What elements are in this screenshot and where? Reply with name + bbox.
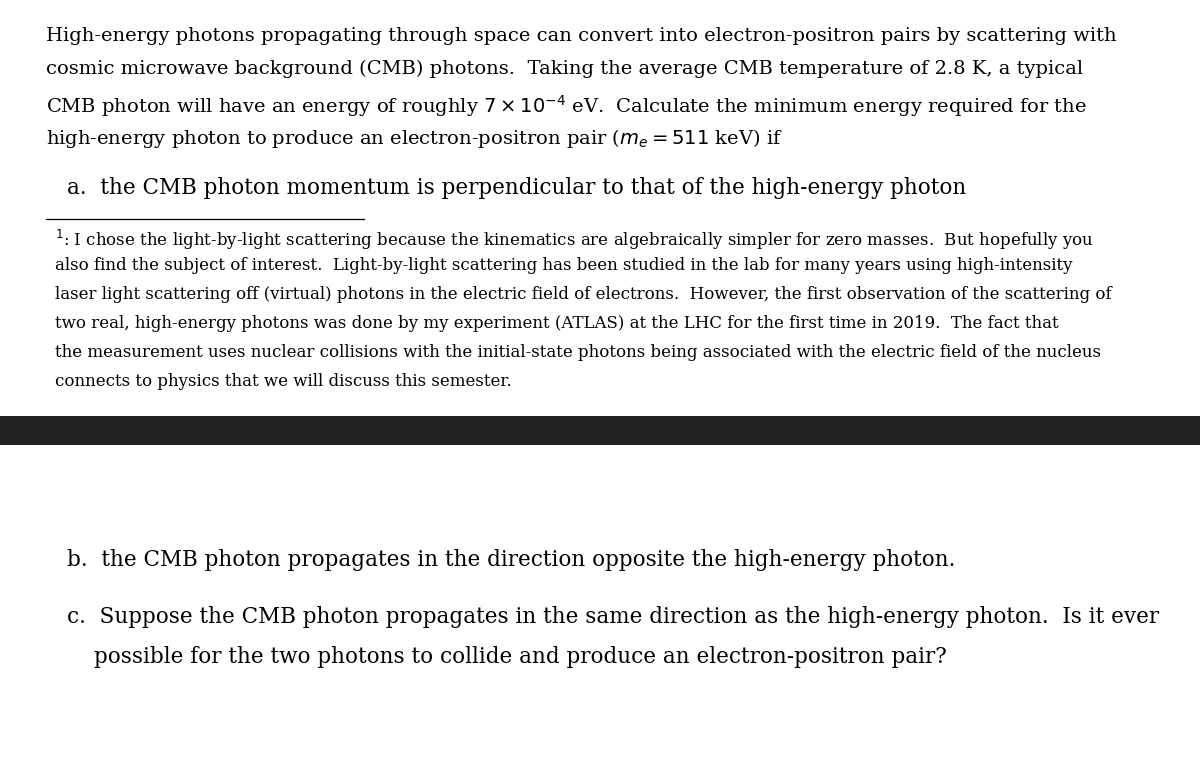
Bar [0,416,1200,445]
Text: b.  the CMB photon propagates in the direction opposite the high-energy photon.: b. the CMB photon propagates in the dire… [67,549,955,571]
Text: a.  the CMB photon momentum is perpendicular to that of the high-energy photon: a. the CMB photon momentum is perpendicu… [67,177,966,199]
Text: connects to physics that we will discuss this semester.: connects to physics that we will discuss… [55,373,512,390]
Text: High-energy photons propagating through space can convert into electron-positron: High-energy photons propagating through … [46,27,1116,45]
Text: possible for the two photons to collide and produce an electron-positron pair?: possible for the two photons to collide … [94,646,947,669]
Text: the measurement uses nuclear collisions with the initial-state photons being ass: the measurement uses nuclear collisions … [55,344,1102,361]
Text: $^1$: I chose the light-by-light scattering because the kinematics are algebraic: $^1$: I chose the light-by-light scatter… [55,228,1094,252]
Text: cosmic microwave background (CMB) photons.  Taking the average CMB temperature o: cosmic microwave background (CMB) photon… [46,60,1082,78]
Text: two real, high-energy photons was done by my experiment (ATLAS) at the LHC for t: two real, high-energy photons was done b… [55,315,1058,332]
Text: c.  Suppose the CMB photon propagates in the same direction as the high-energy p: c. Suppose the CMB photon propagates in … [67,606,1159,628]
Text: also find the subject of interest.  Light-by-light scattering has been studied i: also find the subject of interest. Light… [55,257,1073,274]
Text: laser light scattering off (virtual) photons in the electric field of electrons.: laser light scattering off (virtual) pho… [55,286,1112,303]
Text: high-energy photon to produce an electron-positron pair ($m_e = 511$ keV) if: high-energy photon to produce an electro… [46,126,782,150]
Text: CMB photon will have an energy of roughly $7 \times 10^{-4}$ eV.  Calculate the : CMB photon will have an energy of roughl… [46,93,1086,119]
